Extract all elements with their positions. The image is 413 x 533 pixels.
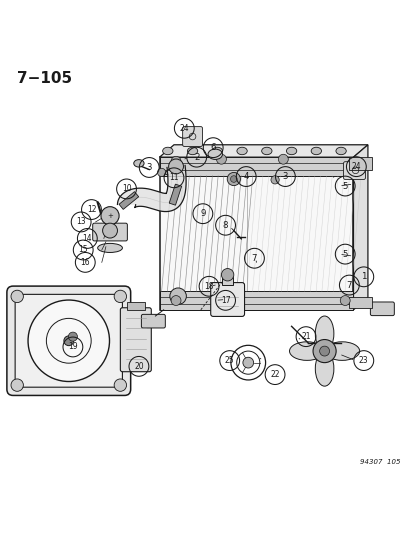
Bar: [159, 291, 353, 310]
Text: 24: 24: [351, 162, 360, 171]
Ellipse shape: [187, 147, 197, 155]
Ellipse shape: [311, 147, 321, 155]
Ellipse shape: [133, 160, 144, 167]
Circle shape: [28, 300, 109, 382]
Text: 7−105: 7−105: [17, 70, 72, 85]
Circle shape: [230, 176, 237, 182]
Circle shape: [157, 168, 165, 176]
FancyBboxPatch shape: [210, 282, 244, 317]
Text: 3: 3: [282, 172, 287, 181]
Ellipse shape: [289, 342, 324, 360]
Circle shape: [319, 346, 329, 356]
Text: 94307  105: 94307 105: [360, 458, 400, 465]
Ellipse shape: [324, 342, 359, 360]
Ellipse shape: [236, 147, 247, 155]
Text: 7: 7: [251, 254, 256, 263]
Bar: [169, 184, 181, 205]
Circle shape: [227, 172, 240, 185]
Circle shape: [11, 379, 23, 391]
Text: 23: 23: [358, 356, 368, 365]
FancyBboxPatch shape: [93, 223, 127, 241]
Circle shape: [11, 290, 23, 303]
Ellipse shape: [207, 149, 222, 159]
Text: 10: 10: [121, 184, 131, 193]
Ellipse shape: [335, 147, 345, 155]
Text: 16: 16: [80, 258, 90, 267]
Ellipse shape: [211, 147, 222, 155]
Text: 25: 25: [224, 356, 234, 365]
Text: 17: 17: [220, 296, 230, 305]
Text: 7: 7: [346, 280, 351, 289]
Circle shape: [171, 296, 180, 305]
Bar: [159, 157, 353, 310]
FancyBboxPatch shape: [120, 308, 151, 372]
Ellipse shape: [162, 147, 173, 155]
FancyBboxPatch shape: [7, 286, 131, 395]
Circle shape: [312, 340, 335, 362]
Ellipse shape: [286, 147, 296, 155]
Polygon shape: [117, 165, 186, 212]
Text: 5: 5: [342, 182, 347, 190]
Ellipse shape: [97, 244, 122, 253]
Text: 19: 19: [68, 343, 78, 351]
Text: 20: 20: [134, 362, 143, 371]
Text: 14: 14: [82, 234, 92, 243]
Circle shape: [169, 288, 186, 304]
Text: 21: 21: [301, 332, 310, 341]
Bar: [119, 192, 138, 209]
Polygon shape: [159, 145, 367, 157]
Ellipse shape: [261, 147, 271, 155]
Text: 1: 1: [360, 272, 366, 281]
Text: 8: 8: [222, 221, 228, 230]
Circle shape: [101, 207, 119, 225]
Bar: [159, 157, 353, 176]
Text: 12: 12: [86, 205, 96, 214]
Circle shape: [221, 269, 233, 281]
Text: 22: 22: [270, 370, 279, 379]
Bar: [221, 277, 233, 285]
Circle shape: [64, 336, 74, 346]
Text: 11: 11: [169, 173, 178, 182]
Text: 15: 15: [78, 246, 88, 254]
Circle shape: [278, 154, 287, 164]
Circle shape: [339, 296, 349, 305]
FancyBboxPatch shape: [15, 294, 122, 387]
Bar: [349, 297, 371, 308]
FancyBboxPatch shape: [182, 127, 202, 147]
Ellipse shape: [315, 351, 333, 386]
Ellipse shape: [315, 316, 333, 351]
Circle shape: [242, 357, 253, 368]
Text: 13: 13: [76, 217, 86, 227]
Circle shape: [168, 159, 183, 174]
Circle shape: [270, 176, 278, 184]
FancyBboxPatch shape: [141, 314, 165, 328]
Text: 9: 9: [200, 209, 205, 218]
Polygon shape: [353, 145, 367, 310]
Circle shape: [171, 156, 180, 166]
Text: 3: 3: [146, 163, 152, 172]
FancyBboxPatch shape: [370, 302, 393, 316]
Circle shape: [114, 290, 126, 303]
Circle shape: [68, 332, 77, 341]
Text: 18: 18: [204, 282, 213, 291]
Text: 6: 6: [210, 143, 216, 152]
Circle shape: [216, 154, 226, 164]
Text: 4: 4: [243, 172, 248, 181]
Bar: [126, 302, 145, 310]
Circle shape: [114, 379, 126, 391]
Text: 2: 2: [193, 152, 199, 161]
Bar: [349, 157, 371, 169]
Text: 5: 5: [342, 249, 347, 259]
Text: 24: 24: [179, 124, 189, 133]
FancyBboxPatch shape: [343, 161, 365, 180]
Text: +: +: [107, 213, 113, 219]
Circle shape: [102, 223, 117, 238]
